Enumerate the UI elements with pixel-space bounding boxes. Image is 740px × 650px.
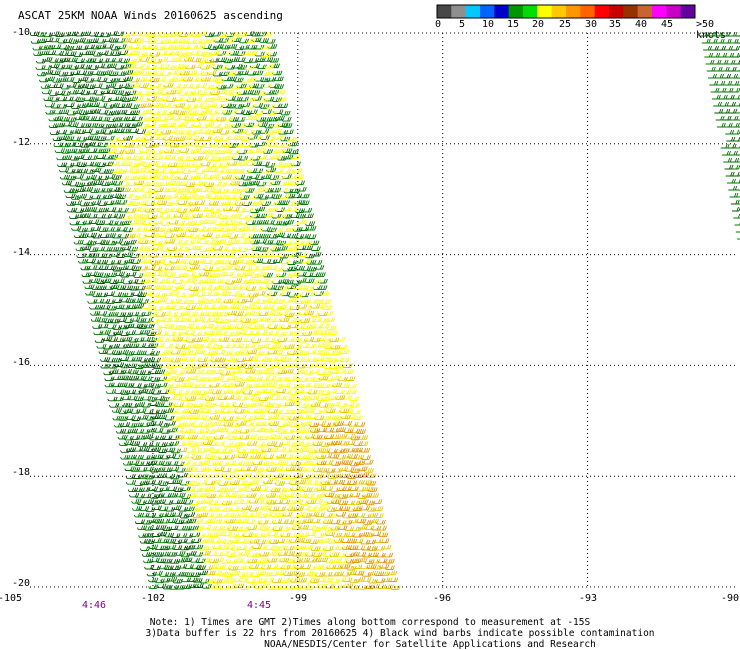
lon-label-93: -93 — [578, 593, 598, 604]
wind-barbs-layer — [29, 31, 740, 590]
wind-barb-group — [309, 420, 399, 590]
lat-label-18: -18 — [11, 467, 30, 478]
scale-swatch — [666, 5, 681, 18]
scale-unit-label: >50 knots — [695, 19, 727, 41]
lat-label-20: -20 — [11, 578, 30, 589]
scale-swatch — [437, 5, 452, 18]
scale-frame — [436, 4, 696, 19]
scale-swatch — [680, 5, 696, 18]
lon-label-99: -99 — [288, 593, 308, 604]
scale-swatch — [508, 5, 524, 18]
scale-swatch — [451, 5, 466, 18]
scale-swatch — [609, 5, 624, 18]
lat-label-14: -14 — [11, 247, 30, 258]
graticule — [30, 32, 735, 588]
scale-tick-40: 40 — [634, 19, 648, 30]
lat-label-10: -10 — [11, 27, 30, 38]
scale-tick-0: 0 — [434, 19, 442, 30]
scale-swatch — [580, 5, 595, 18]
lon-label-96: -96 — [432, 593, 452, 604]
wind-barb-group — [105, 31, 363, 590]
note-line-1: Note: 1) Times are GMT 2)Times along bot… — [149, 617, 591, 628]
note-line-2: 3)Data buffer is 22 hrs from 20160625 4)… — [145, 628, 655, 639]
time-label-0445: 4:45 — [246, 600, 272, 611]
time-label-0446: 4:46 — [81, 600, 107, 611]
scale-tick-45: 45 — [660, 19, 674, 30]
scale-tick-10: 10 — [481, 19, 495, 30]
wind-barb-group — [32, 31, 740, 590]
lon-label-105: -105 — [0, 593, 23, 604]
lon-label-102: -102 — [140, 593, 166, 604]
scale-swatch — [652, 5, 667, 18]
scale-swatch — [637, 5, 653, 18]
lat-label-16: -16 — [11, 357, 30, 368]
scale-swatch — [551, 5, 567, 18]
scale-tick-35: 35 — [608, 19, 622, 30]
map-title: ASCAT 25KM NOAA Winds 20160625 ascending — [18, 9, 283, 22]
wind-speed-color-scale — [436, 4, 696, 19]
scale-swatch — [523, 5, 538, 18]
wind-barb-group — [29, 31, 740, 590]
scale-tick-15: 15 — [506, 19, 520, 30]
lon-label-90: -90 — [720, 593, 740, 604]
wind-barb-group — [113, 32, 401, 590]
scale-swatch — [465, 5, 481, 18]
lat-label-12: -12 — [11, 137, 30, 148]
scale-swatch — [594, 5, 610, 18]
note-line-3: NOAA/NESDIS/Center for Satellite Applica… — [264, 639, 596, 650]
scale-swatch — [494, 5, 509, 18]
scale-swatch — [480, 5, 495, 18]
scale-tick-20: 20 — [531, 19, 545, 30]
scale-swatch — [566, 5, 581, 18]
scale-tick-30: 30 — [584, 19, 598, 30]
scale-swatch — [623, 5, 638, 18]
scale-tick-25: 25 — [558, 19, 572, 30]
scale-swatch — [537, 5, 552, 18]
scale-tick-5: 5 — [458, 19, 466, 30]
